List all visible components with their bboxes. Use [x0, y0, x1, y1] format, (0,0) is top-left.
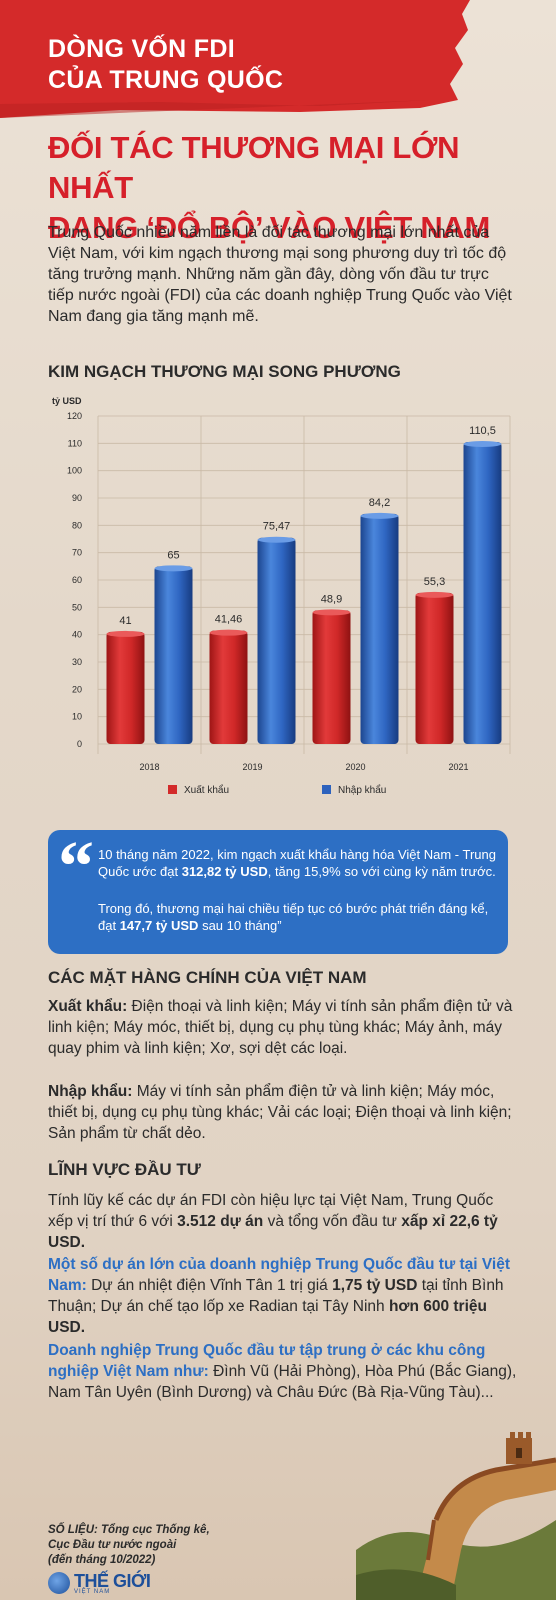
headline: ĐỐI TÁC THƯƠNG MẠI LỚN NHẤT ĐANG ‘ĐỔ BỘ’… [48, 128, 528, 248]
y-tick-label: 20 [72, 684, 82, 694]
y-tick-label: 60 [72, 575, 82, 585]
data-label: 110,5 [469, 425, 496, 437]
source-note: SỐ LIỆU: Tổng cục Thống kê, Cục Đầu tư n… [48, 1524, 210, 1566]
y-tick-label: 50 [72, 602, 82, 612]
headline-line-2: ĐANG ‘ĐỔ BỘ’ VÀO VIỆT NAM [48, 210, 491, 245]
y-tick-label: 80 [72, 520, 82, 530]
y-tick-label: 10 [72, 712, 82, 722]
bar [257, 537, 296, 744]
trade-bar-chart: tỷ USD 0 10 20 30 40 50 60 70 80 90 100 110 120 41 65 20… [52, 396, 511, 796]
bar [209, 630, 248, 744]
bar-cap [257, 536, 296, 543]
y-tick-label: 0 [77, 739, 82, 749]
y-tick-label: 120 [67, 411, 82, 421]
red-brush-banner [0, 0, 470, 118]
publisher-logo: THẾ GIỚI VIỆT NAM [48, 1570, 188, 1598]
data-label: 48,9 [321, 593, 342, 605]
globe-icon [48, 1572, 70, 1594]
bar [360, 513, 399, 744]
bar-cap [415, 591, 454, 598]
x-tick-label: 2018 [139, 762, 159, 772]
bar [415, 592, 454, 744]
bar-cap [360, 512, 399, 519]
intro-paragraph: Trung Quốc nhiều năm liền là đối tác thư… [48, 224, 512, 325]
great-wall-illustration [356, 1432, 556, 1600]
data-label: 55,3 [424, 576, 445, 588]
kicker-title: DÒNG VỐN FDI CỦA TRUNG QUỐC [48, 34, 448, 96]
data-label: 75,47 [263, 521, 291, 533]
chart-title: KIM NGẠCH THƯƠNG MẠI SONG PHƯƠNG [48, 362, 401, 381]
x-tick-label: 2021 [448, 762, 468, 772]
legend-label: Xuất khẩu [184, 784, 229, 796]
quote-paragraph-1: 10 tháng năm 2022, kim ngạch xuất khẩu h… [98, 847, 496, 879]
legend-label: Nhập khẩu [338, 784, 386, 796]
export-goods: Xuất khẩu: Điện thoại và linh kiện; Máy … [48, 998, 513, 1057]
data-label: 84,2 [369, 497, 390, 509]
invest-paragraph-1: Tính lũy kế các dự án FDI còn hiệu lực t… [48, 1192, 498, 1251]
bar [312, 610, 351, 744]
bar [463, 441, 502, 744]
y-tick-label: 110 [68, 438, 82, 448]
data-label: 41,46 [215, 614, 243, 626]
data-label: 65 [167, 549, 179, 561]
quote-paragraph-2: Trong đó, thương mại hai chiều tiếp tục … [98, 901, 489, 933]
y-axis-label: tỷ USD [52, 396, 82, 406]
headline-line-1: ĐỐI TÁC THƯƠNG MẠI LỚN NHẤT [48, 130, 460, 205]
x-tick-label: 2020 [345, 762, 365, 772]
import-goods: Nhập khẩu: Máy vi tính sản phẩm điện tử … [48, 1083, 512, 1142]
bar-cap [106, 630, 145, 637]
legend-swatch [168, 785, 177, 794]
invest-title: LĨNH VỰC ĐẦU TƯ [48, 1160, 201, 1179]
y-tick-label: 70 [72, 548, 82, 558]
bar [154, 566, 193, 744]
bar-cap [312, 609, 351, 616]
goods-title: CÁC MẶT HÀNG CHÍNH CỦA VIỆT NAM [48, 968, 367, 987]
bar [106, 631, 145, 744]
x-tick-label: 2019 [242, 762, 262, 772]
invest-paragraph-3: Doanh nghiệp Trung Quốc đầu tư tập trung… [48, 1342, 517, 1401]
invest-paragraph-2: Một số dự án lớn của doanh nghiệp Trung … [48, 1256, 511, 1336]
data-label: 41 [119, 615, 131, 627]
legend-swatch [322, 785, 331, 794]
bar-cap [463, 440, 502, 447]
quote-box: “ 10 tháng năm 2022, kim ngạch xuất khẩu… [48, 830, 508, 954]
y-tick-label: 100 [67, 466, 82, 476]
bar-cap [154, 565, 193, 572]
kicker-line-1: DÒNG VỐN FDI [48, 35, 235, 63]
quote-mark-icon: “ [58, 826, 94, 906]
kicker-line-2: CỦA TRUNG QUỐC [48, 66, 284, 94]
y-tick-label: 90 [72, 493, 82, 503]
y-tick-label: 40 [72, 630, 82, 640]
bar-cap [209, 629, 248, 636]
y-tick-label: 30 [72, 657, 82, 667]
